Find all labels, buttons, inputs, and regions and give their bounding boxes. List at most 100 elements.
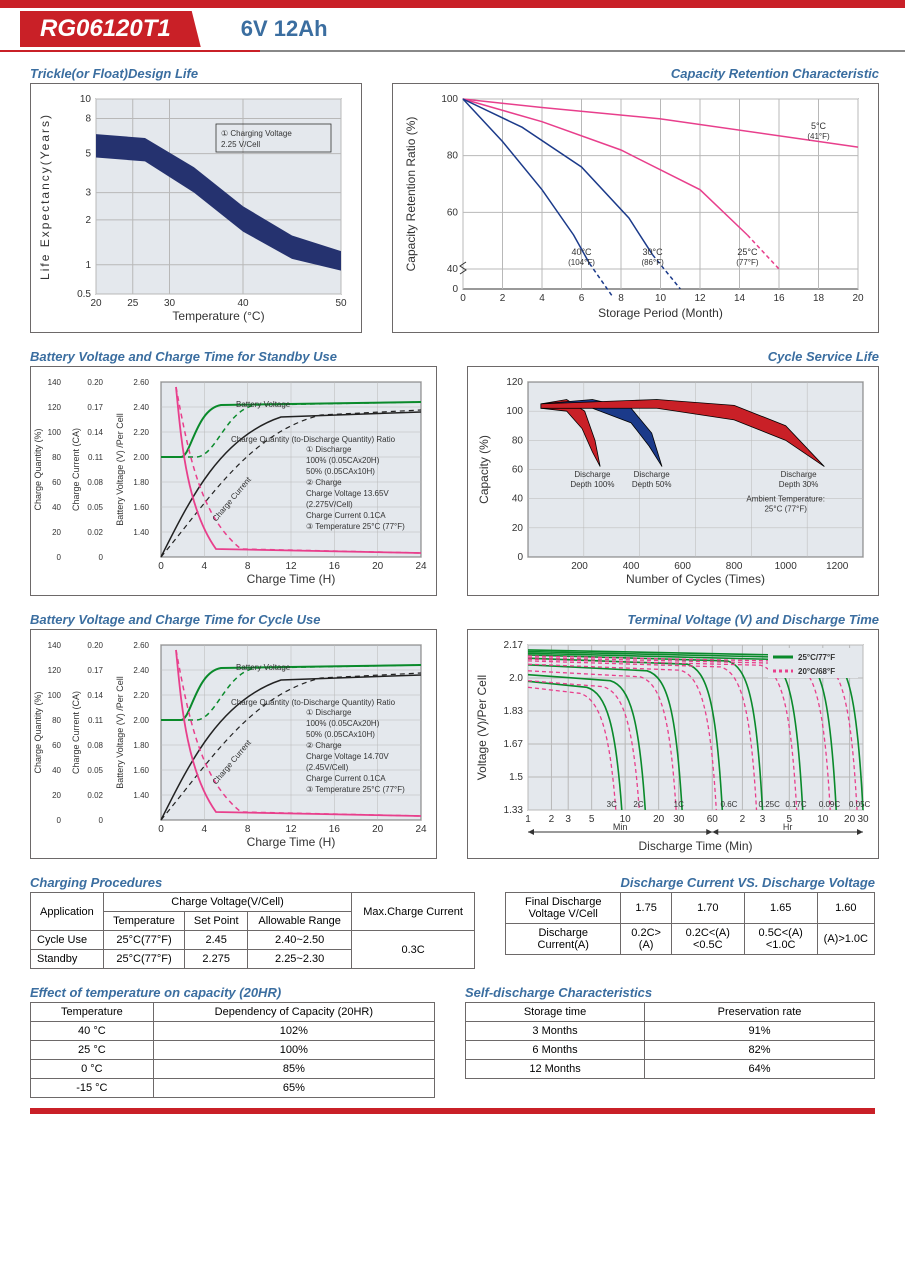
- chart6-title: Terminal Voltage (V) and Discharge Time: [467, 612, 879, 627]
- svg-text:2.00: 2.00: [133, 716, 149, 725]
- svg-text:2: 2: [85, 215, 91, 226]
- svg-text:40: 40: [52, 766, 61, 775]
- svg-text:0: 0: [57, 553, 62, 562]
- svg-text:Charge Quantity (%): Charge Quantity (%): [33, 428, 43, 510]
- svg-text:100: 100: [48, 428, 62, 437]
- svg-text:25°C (77°F): 25°C (77°F): [764, 505, 807, 514]
- svg-text:Voltage (V)/Per Cell: Voltage (V)/Per Cell: [475, 675, 489, 780]
- svg-text:Discharge Time (Min): Discharge Time (Min): [638, 839, 752, 853]
- svg-text:0.05: 0.05: [87, 503, 103, 512]
- svg-text:1.80: 1.80: [133, 741, 149, 750]
- svg-text:3: 3: [85, 188, 91, 199]
- svg-text:0.05C: 0.05C: [849, 800, 871, 809]
- svg-text:30: 30: [164, 298, 176, 309]
- chart2-title: Capacity Retention Characteristic: [392, 66, 879, 81]
- chart6-box: 1.331.51.671.832.02.17123510203060235102…: [467, 629, 879, 859]
- svg-text:Charge Time (H): Charge Time (H): [247, 835, 336, 849]
- svg-text:100% (0.05CAx20H): 100% (0.05CAx20H): [306, 719, 380, 728]
- table-row: Cycle Use 25°C(77°F) 2.45 2.40~2.50 0.3C: [31, 931, 475, 950]
- svg-text:① Discharge: ① Discharge: [306, 445, 352, 454]
- svg-text:2.17: 2.17: [504, 640, 524, 651]
- svg-text:Battery Voltage (V) /Per Cell: Battery Voltage (V) /Per Cell: [115, 413, 125, 526]
- svg-text:30: 30: [673, 814, 685, 825]
- header-underline: [0, 50, 905, 52]
- t1-app: Application: [31, 893, 104, 931]
- svg-text:1.60: 1.60: [133, 766, 149, 775]
- svg-text:12: 12: [285, 561, 297, 572]
- svg-text:Charge Voltage 14.70V: Charge Voltage 14.70V: [306, 752, 389, 761]
- svg-text:25: 25: [127, 298, 139, 309]
- svg-text:0: 0: [452, 284, 458, 295]
- table-row: 0 °C85%: [31, 1060, 435, 1079]
- svg-text:20: 20: [512, 523, 524, 534]
- svg-text:2.00: 2.00: [133, 453, 149, 462]
- svg-text:2: 2: [500, 293, 506, 304]
- footer-red-bar: [30, 1108, 875, 1114]
- svg-text:24: 24: [415, 824, 427, 835]
- svg-text:Battery Voltage: Battery Voltage: [236, 400, 291, 409]
- svg-text:Depth 50%: Depth 50%: [632, 480, 672, 489]
- svg-text:10: 10: [817, 814, 829, 825]
- svg-text:0.09C: 0.09C: [819, 800, 841, 809]
- svg-text:② Charge: ② Charge: [306, 478, 342, 487]
- svg-text:30: 30: [857, 814, 869, 825]
- svg-text:0.11: 0.11: [88, 453, 104, 462]
- svg-text:20: 20: [372, 561, 384, 572]
- svg-text:0.17C: 0.17C: [785, 800, 807, 809]
- discharge-current-table: Final Discharge Voltage V/Cell 1.75 1.70…: [505, 892, 875, 955]
- table3-title: Effect of temperature on capacity (20HR): [30, 985, 435, 1000]
- svg-text:0.17: 0.17: [87, 666, 103, 675]
- svg-text:1: 1: [525, 814, 531, 825]
- svg-text:1.5: 1.5: [509, 772, 523, 783]
- svg-text:2.25 V/Cell: 2.25 V/Cell: [221, 140, 260, 149]
- table4-title: Self-discharge Characteristics: [465, 985, 875, 1000]
- svg-text:80: 80: [512, 435, 524, 446]
- svg-text:Discharge: Discharge: [781, 470, 818, 479]
- svg-text:Charge Current (CA): Charge Current (CA): [71, 691, 81, 774]
- table-row: 12 Months64%: [466, 1060, 875, 1079]
- svg-text:4: 4: [202, 824, 208, 835]
- svg-text:100: 100: [441, 94, 458, 105]
- svg-text:0: 0: [99, 816, 104, 825]
- chart5-title: Battery Voltage and Charge Time for Cycl…: [30, 612, 437, 627]
- svg-text:10: 10: [80, 94, 92, 105]
- table-row: 25 °C100%: [31, 1041, 435, 1060]
- page: RG06120T1 6V 12Ah Trickle(or Float)Desig…: [0, 0, 905, 1124]
- chart5-box: 00200.021.40400.051.60600.081.80800.112.…: [30, 629, 437, 859]
- svg-text:20: 20: [90, 298, 102, 309]
- svg-text:0.05: 0.05: [87, 766, 103, 775]
- svg-text:0: 0: [158, 824, 164, 835]
- chart1-box: 0.512358102025304050① Charging Voltage2.…: [30, 83, 362, 333]
- svg-text:Depth 100%: Depth 100%: [570, 480, 614, 489]
- table-row: -15 °C65%: [31, 1079, 435, 1098]
- svg-text:0.20: 0.20: [87, 641, 103, 650]
- svg-text:4: 4: [202, 561, 208, 572]
- svg-text:0: 0: [517, 552, 523, 563]
- svg-text:3: 3: [760, 814, 766, 825]
- svg-text:③ Temperature 25°C (77°F): ③ Temperature 25°C (77°F): [306, 785, 405, 794]
- svg-text:16: 16: [329, 561, 341, 572]
- svg-text:Depth 30%: Depth 30%: [779, 480, 819, 489]
- svg-text:0.08: 0.08: [87, 478, 103, 487]
- svg-text:60: 60: [447, 207, 459, 218]
- svg-text:8: 8: [245, 561, 251, 572]
- table-row: Final Discharge Voltage V/Cell 1.75 1.70…: [506, 893, 875, 924]
- svg-text:5: 5: [589, 814, 595, 825]
- chart2-box: 40608010000246810121416182040°C(104°F)30…: [392, 83, 879, 333]
- svg-text:40: 40: [447, 264, 459, 275]
- svg-text:1.83: 1.83: [504, 706, 524, 717]
- svg-text:Number of Cycles (Times): Number of Cycles (Times): [626, 572, 765, 586]
- table-row: 3 Months91%: [466, 1022, 875, 1041]
- svg-text:100: 100: [506, 406, 523, 417]
- rating: 6V 12Ah: [241, 16, 328, 42]
- svg-text:1.80: 1.80: [133, 478, 149, 487]
- svg-text:0.6C: 0.6C: [721, 800, 738, 809]
- svg-text:Discharge: Discharge: [634, 470, 671, 479]
- svg-text:50% (0.05CAx10H): 50% (0.05CAx10H): [306, 467, 375, 476]
- svg-text:40: 40: [512, 494, 524, 505]
- svg-text:140: 140: [48, 378, 62, 387]
- svg-text:20: 20: [372, 824, 384, 835]
- svg-text:0: 0: [158, 561, 164, 572]
- svg-text:6: 6: [579, 293, 585, 304]
- svg-text:5°C: 5°C: [811, 121, 827, 131]
